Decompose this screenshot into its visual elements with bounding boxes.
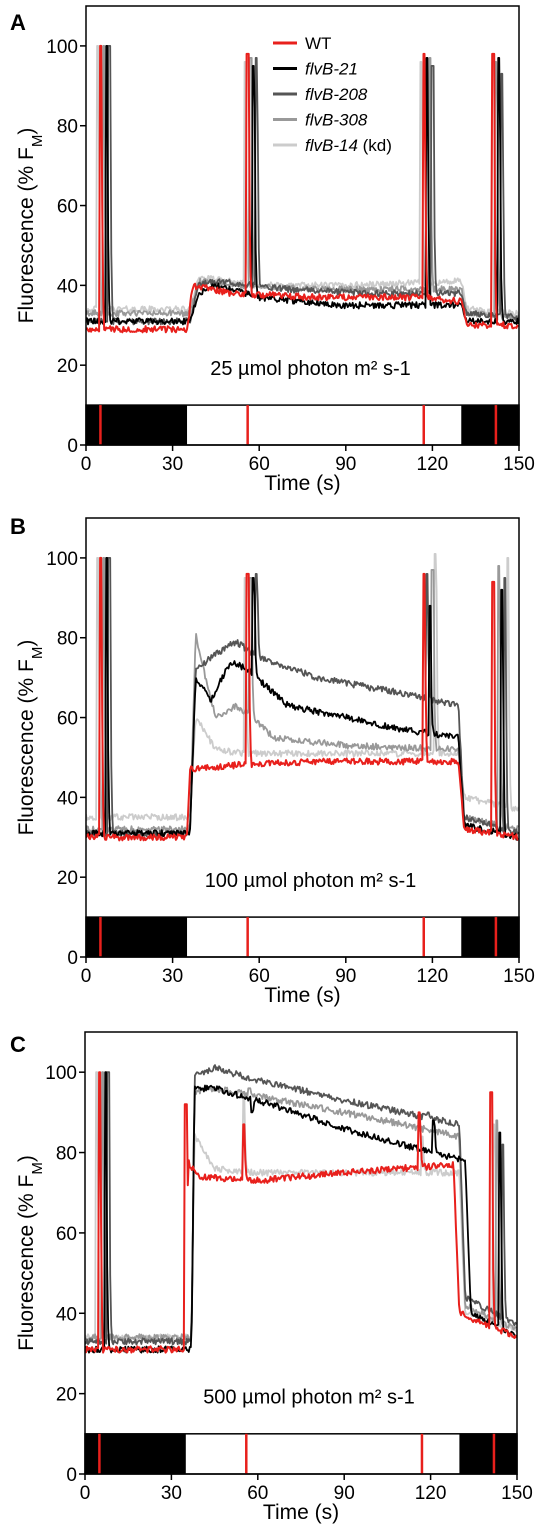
panel-b: B 0 30 60 90 120 150 0 20 40 60 80 100 Time (s) Fluore…	[10, 514, 535, 1007]
series-line-flvb-208	[86, 557, 519, 838]
y-tick-label: 80	[57, 629, 78, 650]
panel-letter: C	[10, 1032, 26, 1057]
x-tick-label: 90	[335, 454, 356, 475]
panel-letter: B	[10, 514, 26, 539]
traces	[86, 44, 519, 334]
series-line-wt	[85, 1071, 517, 1354]
series-line-flvb-21	[86, 45, 519, 326]
y-tick-label: 40	[57, 276, 78, 297]
plot-frame	[85, 5, 520, 446]
y-tick-label: 20	[57, 356, 78, 377]
dark-interval	[86, 405, 188, 445]
series-line-flvb-21	[85, 1071, 517, 1354]
y-tick-label: 100	[45, 1063, 77, 1084]
y-tick-label: 0	[67, 436, 78, 457]
x-tick-label: 0	[81, 966, 92, 987]
x-tick-label: 90	[335, 966, 356, 987]
dark-interval	[461, 917, 519, 957]
series-line-flvb-208	[85, 1064, 517, 1346]
panel-letter: A	[10, 10, 26, 35]
x-tick-label: 0	[81, 454, 92, 475]
series-line-flvb-14-kd-	[86, 45, 519, 317]
x-tick-label: 30	[162, 966, 183, 987]
y-tick-label: 20	[57, 868, 78, 889]
x-tick-label: 120	[415, 1483, 447, 1504]
legend-label: flvB-208	[305, 85, 368, 104]
y-tick-label: 60	[57, 709, 78, 730]
panel-c: C 0 30 60 90 120 150 0 20 40 60 80 100 Time (s) Fluore…	[10, 1031, 533, 1524]
legend-label: WT	[305, 34, 331, 53]
x-tick-label: 60	[249, 966, 270, 987]
x-tick-label: 150	[503, 966, 535, 987]
x-axis-title: Time (s)	[264, 472, 340, 495]
x-tick-label: 60	[249, 454, 270, 475]
y-axis-title: Fluorescence (% FM)	[15, 128, 46, 324]
series-line-wt	[86, 556, 519, 842]
light-bar	[85, 916, 520, 958]
x-tick-label: 90	[334, 1483, 355, 1504]
light-bar	[85, 404, 520, 446]
series-line-flvb-308	[86, 45, 519, 321]
x-tick-label: 0	[80, 1483, 91, 1504]
traces	[86, 553, 519, 842]
legend-label: flvB-308	[305, 111, 368, 130]
x-tick-label: 150	[503, 454, 535, 475]
series-line-flvb-208	[86, 45, 519, 326]
series-line-wt	[86, 44, 519, 334]
series-line-flvb-14-kd-	[86, 553, 519, 822]
y-tick-label: 40	[56, 1304, 77, 1325]
y-tick-label: 20	[56, 1385, 77, 1406]
y-tick-label: 60	[56, 1224, 77, 1245]
dark-interval	[459, 1433, 517, 1474]
series-line-flvb-14-kd-	[85, 1071, 517, 1342]
x-tick-label: 120	[417, 966, 449, 987]
x-axis-title: Time (s)	[263, 1501, 339, 1524]
y-tick-label: 40	[57, 788, 78, 809]
series-line-flvb-21	[86, 557, 519, 841]
light-intensity-annotation: 100 µmol photon m² s-1	[205, 870, 417, 892]
y-axis-title: Fluorescence (% FM)	[15, 1155, 46, 1351]
legend-label: flvB-14 (kd)	[305, 136, 392, 155]
y-tick-label: 100	[46, 549, 78, 570]
legend: WT flvB-21 flvB-208 flvB-308 flvB-14 (kd)	[273, 34, 392, 155]
plot-frame	[84, 1031, 518, 1475]
x-tick-label: 30	[162, 454, 183, 475]
y-tick-label: 0	[66, 1465, 77, 1486]
series-line-flvb-308	[85, 1071, 517, 1342]
y-tick-label: 80	[56, 1144, 77, 1165]
traces	[85, 1064, 517, 1354]
dark-interval	[461, 405, 519, 445]
y-axis-title: Fluorescence (% FM)	[15, 640, 46, 836]
series-line-flvb-308	[86, 557, 519, 834]
light-bar	[84, 1433, 518, 1475]
dark-interval	[86, 917, 188, 957]
panel-a: A 0 30 60 90 120 150 0 20 40 60 80 100 Time (s) Fluore…	[10, 5, 535, 495]
x-tick-label: 30	[161, 1483, 182, 1504]
y-tick-label: 0	[67, 948, 78, 969]
y-tick-label: 80	[57, 117, 78, 138]
x-tick-label: 60	[247, 1483, 268, 1504]
dark-interval	[85, 1433, 186, 1474]
x-tick-label: 150	[501, 1483, 533, 1504]
light-intensity-annotation: 500 µmol photon m² s-1	[203, 1387, 415, 1409]
x-tick-label: 120	[417, 454, 449, 475]
plot-frame	[85, 517, 520, 958]
x-axis-title: Time (s)	[264, 984, 340, 1007]
legend-label: flvB-21	[305, 60, 358, 79]
y-tick-label: 60	[57, 197, 78, 218]
light-intensity-annotation: 25 µmol photon m² s-1	[210, 358, 411, 380]
y-tick-label: 100	[46, 37, 78, 58]
